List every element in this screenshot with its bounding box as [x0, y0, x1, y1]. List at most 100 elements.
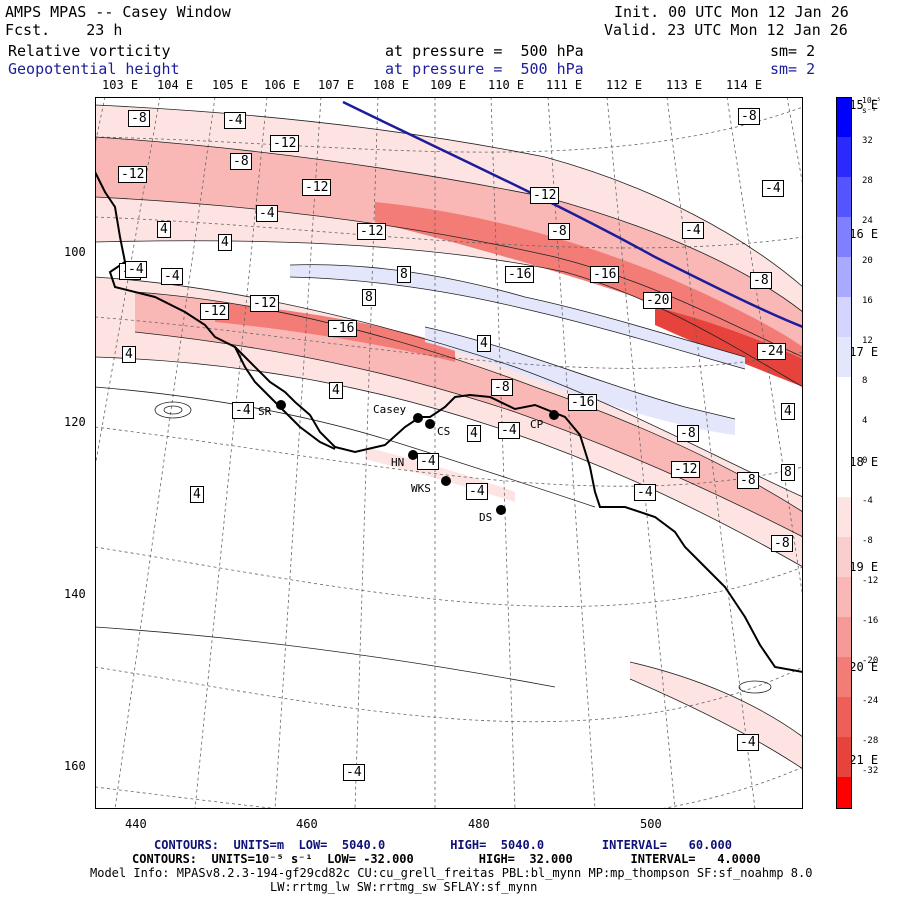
- neg-vort-band-upper-peak: [655, 307, 803, 387]
- contour-label: -12: [200, 303, 230, 320]
- contour-label: -12: [530, 187, 560, 204]
- y-tick: 120: [64, 415, 86, 429]
- colorbar: [836, 97, 852, 809]
- contour-label: -4: [256, 205, 278, 222]
- y-tick: 160: [64, 759, 86, 773]
- colorbar-tick: -32: [862, 766, 879, 776]
- footer-model-info-2: LW:rrtmg_lw SW:rrtmg_sw SFLAY:sf_mynn: [270, 880, 538, 894]
- colorbar-tick: 16: [862, 296, 873, 306]
- neg-vort-band-upper-core: [375, 202, 803, 372]
- contour-label: -8: [230, 153, 252, 170]
- contour-label: -12: [270, 135, 300, 152]
- contour-label: -4: [343, 764, 365, 781]
- station-marker-casey: [413, 413, 423, 423]
- contour-label: 4: [190, 486, 204, 503]
- colorbar-tick: 32: [862, 136, 873, 146]
- y-tick: 100: [64, 245, 86, 259]
- init-time: Init. 00 UTC Mon 12 Jan 26: [614, 3, 849, 21]
- contour-label: 8: [397, 266, 411, 283]
- colorbar-tick: 4: [862, 416, 868, 426]
- vorticity-map: [95, 97, 803, 809]
- colorbar-tick: -20: [862, 656, 879, 666]
- y-tick: 140: [64, 587, 86, 601]
- colorbar-tick: 24: [862, 216, 873, 226]
- contour-label: -12: [671, 461, 701, 478]
- contour-label: 4: [329, 382, 343, 399]
- lon-label: 105 E: [212, 78, 249, 92]
- colorbar-units: 10⁻⁵ s⁻¹: [862, 96, 882, 115]
- contour-label: -24: [757, 343, 787, 360]
- contour-label: -4: [125, 261, 147, 278]
- footer-model-info: Model Info: MPASv8.2.3-194-gf29cd82c CU:…: [90, 866, 813, 880]
- lon-label: 112 E: [606, 78, 643, 92]
- pos-vort-strip-upper: [290, 264, 745, 369]
- colorbar-tick: 20: [862, 256, 873, 266]
- pos-vort-strip-lower: [425, 327, 735, 435]
- contour-label: -4: [161, 268, 183, 285]
- contour-label: -8: [128, 110, 150, 127]
- lon-label: 113 E: [666, 78, 703, 92]
- lon-label: 107 E: [318, 78, 355, 92]
- x-tick: 480: [468, 817, 490, 831]
- contour-label: 4: [218, 234, 232, 251]
- lon-label: 111 E: [546, 78, 583, 92]
- contour-label: -16: [328, 320, 358, 337]
- contour-label: -4: [232, 402, 254, 419]
- colorbar-tick: -16: [862, 616, 879, 626]
- contour-label: -16: [590, 266, 620, 283]
- contour-label: 4: [122, 346, 136, 363]
- field1-smoothing: sm= 2: [770, 42, 816, 60]
- colorbar-tick: -8: [862, 536, 873, 546]
- model-title: AMPS MPAS -- Casey Window: [5, 3, 231, 21]
- contour-label: -4: [466, 483, 488, 500]
- station-label-cs: CS: [437, 425, 451, 438]
- field1-level: at pressure = 500 hPa: [385, 42, 584, 60]
- contour-label: 4: [477, 335, 491, 352]
- station-marker-sr: [276, 400, 286, 410]
- station-label-cp: CP: [530, 418, 544, 431]
- contour-label: 8: [362, 289, 376, 306]
- geopotential-contour-5040: [342, 100, 803, 329]
- lon-label: 104 E: [157, 78, 194, 92]
- contour-label: -4: [737, 734, 759, 751]
- footer-height-contours: CONTOURS: UNITS=m LOW= 5040.0 HIGH= 5040…: [154, 838, 732, 852]
- lon-label: 106 E: [264, 78, 301, 92]
- station-label-wks: WKS: [411, 482, 431, 495]
- x-tick: 460: [296, 817, 318, 831]
- lon-label: 108 E: [373, 78, 410, 92]
- neg-vort-band-lower-mid: [135, 292, 803, 537]
- contour-label: -4: [417, 453, 439, 470]
- colorbar-tick: 0: [862, 456, 868, 466]
- contour-label: -8: [491, 379, 513, 396]
- station-label-casey: Casey: [373, 403, 407, 416]
- contour-label: -4: [762, 180, 784, 197]
- contour-label: -4: [634, 484, 656, 501]
- contour-label: -12: [118, 166, 148, 183]
- contour-label: -4: [224, 112, 246, 129]
- lon-label: 114 E: [726, 78, 763, 92]
- contour-label: -8: [750, 272, 772, 289]
- station-marker-cp: [549, 410, 559, 420]
- x-tick: 440: [125, 817, 147, 831]
- station-label-hn: HN: [391, 456, 405, 469]
- valid-time: Valid. 23 UTC Mon 12 Jan 26: [604, 21, 848, 39]
- field2-smoothing: sm= 2: [770, 60, 816, 78]
- contour-label: -4: [682, 222, 704, 239]
- station-marker-cs: [425, 419, 435, 429]
- contour-label: -12: [357, 223, 387, 240]
- contour-label: -12: [250, 295, 280, 312]
- contour-label: -20: [643, 292, 673, 309]
- colorbar-tick: -28: [862, 736, 879, 746]
- station-label-sr: SR: [258, 405, 272, 418]
- contour-label: 4: [467, 425, 481, 442]
- lon-label: 109 E: [430, 78, 467, 92]
- contour-label: 4: [781, 403, 795, 420]
- colorbar-tick: 28: [862, 176, 873, 186]
- contour-label: -8: [677, 425, 699, 442]
- contour-label: -8: [771, 535, 793, 552]
- field2-level: at pressure = 500 hPa: [385, 60, 584, 78]
- contour-label: -8: [737, 472, 759, 489]
- colorbar-tick: -24: [862, 696, 879, 706]
- x-tick: 500: [640, 817, 662, 831]
- contour-label: -4: [498, 422, 520, 439]
